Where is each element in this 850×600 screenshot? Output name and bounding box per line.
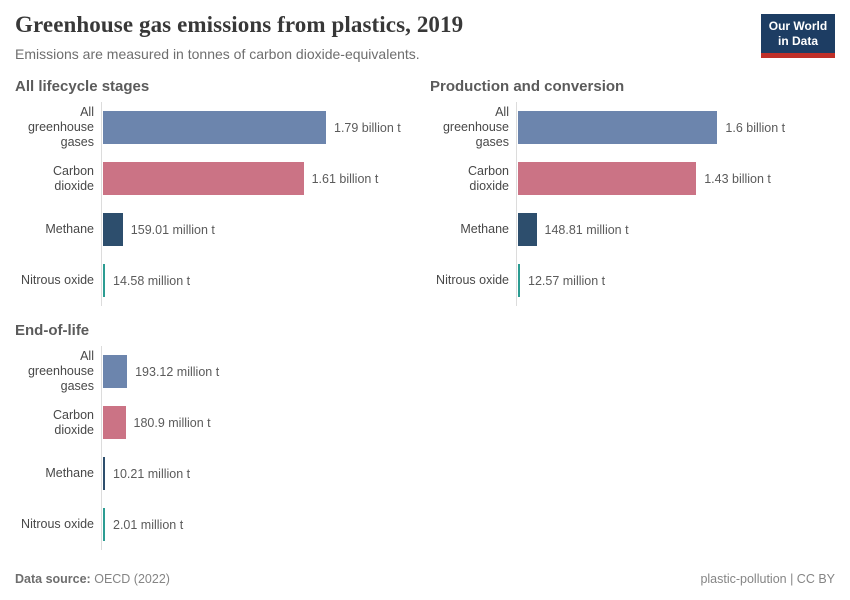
- bar-value-label: 1.6 billion t: [725, 120, 786, 135]
- bar-row: Nitrous oxide 2.01 million t: [15, 499, 420, 550]
- category-label: All greenhouse gases: [442, 105, 509, 149]
- bar: [103, 406, 126, 439]
- bar-value-label: 14.58 million t: [113, 273, 191, 288]
- bar: [103, 508, 105, 541]
- bar-area: 14.58 million t: [101, 255, 420, 306]
- header-titles: Greenhouse gas emissions from plastics, …: [15, 12, 463, 62]
- bar-value-label: 1.61 billion t: [311, 171, 379, 186]
- bar-value-label: 10.21 million t: [113, 466, 191, 481]
- chart-panel: All lifecycle stages All greenhouse gases…: [15, 78, 420, 306]
- bar: [103, 111, 326, 144]
- bar-area: 12.57 million t: [516, 255, 835, 306]
- category-label: Methane: [45, 466, 94, 480]
- bar-row: Carbon dioxide 1.61 billion t: [15, 153, 420, 204]
- category-label: All greenhouse gases: [27, 105, 94, 149]
- chart-subtitle: Emissions are measured in tonnes of carb…: [15, 46, 420, 62]
- chart-title: Greenhouse gas emissions from plastics, …: [15, 12, 464, 37]
- bar-row: Carbon dioxide 1.43 billion t: [430, 153, 835, 204]
- bar-value-label: 180.9 million t: [133, 415, 211, 430]
- attribution: plastic-pollution | CC BY: [700, 572, 835, 586]
- bar-value-label: 1.43 billion t: [704, 171, 771, 186]
- bar: [518, 213, 537, 246]
- bar-area: 159.01 million t: [101, 204, 420, 255]
- category-label: Nitrous oxide: [21, 273, 94, 287]
- category-label: Methane: [460, 222, 509, 236]
- category-label: Nitrous oxide: [21, 517, 94, 531]
- chart-panel: Production and conversion All greenhouse …: [430, 78, 835, 306]
- bar: [103, 457, 105, 490]
- data-source-label: Data source:: [15, 572, 91, 586]
- bar-area: 180.9 million t: [101, 397, 420, 448]
- data-source: Data source: OECD (2022): [15, 572, 170, 586]
- bar: [518, 111, 718, 144]
- owid-logo: Our World in Data: [761, 14, 835, 58]
- data-source-value: OECD (2022): [94, 572, 170, 586]
- bar-area: 2.01 million t: [101, 499, 420, 550]
- panel-title: Production and conversion: [430, 78, 625, 95]
- category-label: Carbon dioxide: [468, 163, 509, 193]
- bar-row: All greenhouse gases 193.12 million t: [15, 346, 420, 397]
- bar-area: 1.79 billion t: [101, 102, 420, 153]
- chart-panel: End-of-life All greenhouse gases 193.12 mi…: [15, 322, 420, 550]
- bar-value-label: 2.01 million t: [113, 517, 184, 532]
- panels-grid: All lifecycle stages All greenhouse gases…: [15, 78, 835, 550]
- category-label: Methane: [45, 222, 94, 236]
- bar: [103, 213, 123, 246]
- bar: [103, 162, 304, 195]
- bar-value-label: 159.01 million t: [130, 222, 215, 237]
- bar: [103, 355, 128, 388]
- bar: [103, 264, 105, 297]
- panel-title: End-of-life: [15, 322, 90, 339]
- bar: [518, 162, 697, 195]
- bar-row: Methane 148.81 million t: [430, 204, 835, 255]
- owid-logo-line1: Our World: [768, 19, 828, 33]
- bar-value-label: 193.12 million t: [135, 364, 220, 379]
- bar-row: Nitrous oxide 14.58 million t: [15, 255, 420, 306]
- bar-row: Nitrous oxide 12.57 million t: [430, 255, 835, 306]
- owid-logo-line2: in Data: [777, 34, 818, 48]
- bar-value-label: 1.79 billion t: [334, 120, 401, 135]
- bar-row: All greenhouse gases 1.6 billion t: [430, 102, 835, 153]
- bar-area: 10.21 million t: [101, 448, 420, 499]
- bar-row: Methane 159.01 million t: [15, 204, 420, 255]
- bar-area: 193.12 million t: [101, 346, 420, 397]
- bar-value-label: 148.81 million t: [544, 222, 629, 237]
- panel-title: All lifecycle stages: [15, 78, 150, 95]
- category-label: Nitrous oxide: [436, 273, 509, 287]
- bar-row: All greenhouse gases 1.79 billion t: [15, 102, 420, 153]
- bar-area: 1.43 billion t: [516, 153, 835, 204]
- bar-row: Methane 10.21 million t: [15, 448, 420, 499]
- bar-area: 1.61 billion t: [101, 153, 420, 204]
- chart-header: Greenhouse gas emissions from plastics, …: [15, 12, 835, 62]
- bar-area: 1.6 billion t: [516, 102, 835, 153]
- bar-value-label: 12.57 million t: [528, 273, 606, 288]
- bar-row: Carbon dioxide 180.9 million t: [15, 397, 420, 448]
- chart-footer: Data source: OECD (2022) plastic-polluti…: [15, 572, 835, 586]
- owid-logo-text: Our World in Data: [761, 14, 835, 53]
- category-label: Carbon dioxide: [53, 163, 94, 193]
- category-label: Carbon dioxide: [53, 407, 94, 437]
- category-label: All greenhouse gases: [27, 349, 94, 393]
- owid-logo-stripe: [761, 53, 835, 58]
- bar-area: 148.81 million t: [516, 204, 835, 255]
- bar: [518, 264, 520, 297]
